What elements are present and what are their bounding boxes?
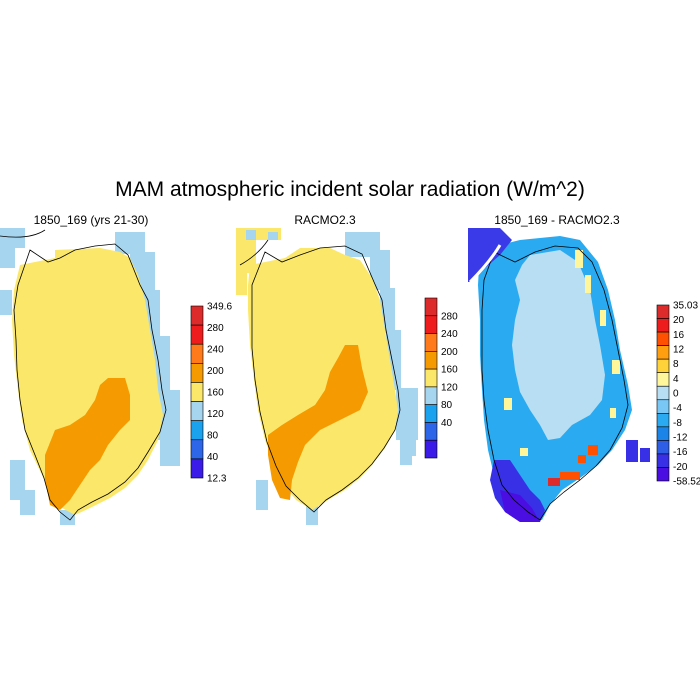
colorbar-swatch bbox=[190, 305, 204, 326]
colorbar-swatch bbox=[190, 439, 204, 460]
colorbar-tick-label: 120 bbox=[207, 409, 224, 420]
colorbar-swatch bbox=[424, 368, 438, 388]
diff-region-dark-nw bbox=[468, 228, 512, 282]
panel-title-difference: 1850_169 - RACMO2.3 bbox=[494, 213, 620, 227]
edge-cells bbox=[246, 230, 418, 525]
panel-title-racmo: RACMO2.3 bbox=[294, 213, 356, 227]
colorbar-tick-label: -58.52 bbox=[673, 477, 700, 488]
colorbar-swatch bbox=[656, 453, 670, 468]
colorbar-tick-label: 12.3 bbox=[207, 474, 227, 485]
colorbar-swatch bbox=[424, 297, 438, 317]
colorbar-swatch bbox=[656, 331, 670, 346]
panel-title-model: 1850_169 (yrs 21-30) bbox=[33, 213, 149, 227]
colorbar-swatch bbox=[190, 343, 204, 364]
colorbar-swatch bbox=[424, 422, 438, 441]
colorbar-swatch bbox=[656, 318, 670, 333]
colorbar-tick-label: 120 bbox=[441, 382, 458, 393]
colorbar-tick-label: -12 bbox=[673, 433, 688, 444]
colorbar-swatch bbox=[656, 426, 670, 441]
colorbar-swatch bbox=[190, 420, 204, 441]
colorbar-tick-label: 240 bbox=[441, 329, 458, 340]
ice-region-yellow bbox=[12, 248, 163, 515]
colorbar-tick-label: 8 bbox=[673, 359, 679, 370]
colorbar-swatch bbox=[190, 382, 204, 402]
colorbar-swatch bbox=[656, 304, 670, 319]
diff-cells-warm bbox=[560, 445, 598, 480]
coastline bbox=[13, 243, 167, 521]
colorbar-tick-label: 349.6 bbox=[207, 302, 232, 313]
colorbar-tick-label: 280 bbox=[441, 311, 458, 322]
colorbar-swatch bbox=[190, 363, 204, 383]
colorbar-swatch bbox=[656, 440, 670, 455]
colorbar-tick-label: 80 bbox=[207, 431, 219, 442]
colorbar-swatch bbox=[190, 401, 204, 421]
colorbar-swatch bbox=[424, 404, 438, 423]
ice-region-orange bbox=[268, 345, 368, 500]
colorbar-tick-label: 35.03 bbox=[673, 301, 698, 312]
colorbar-swatch bbox=[424, 439, 438, 459]
colorbar-tick-label: 16 bbox=[673, 330, 685, 341]
colorbar-tick-label: 4 bbox=[673, 374, 679, 385]
colorbar-tick-label: 240 bbox=[207, 345, 224, 356]
colorbar-tick-label: 0 bbox=[673, 389, 679, 400]
colorbar-swatch bbox=[190, 458, 204, 479]
colorbar-tick-label: 20 bbox=[673, 315, 685, 326]
coastline bbox=[481, 245, 629, 521]
colorbar-model: 349.6 280 240 200 160 120 80 40 12.3 bbox=[190, 302, 232, 485]
diff-region-light bbox=[512, 250, 605, 440]
colorbar-swatch bbox=[656, 358, 670, 373]
diff-cells-red bbox=[548, 478, 560, 486]
colorbar-swatch bbox=[424, 333, 438, 352]
map-panel-difference bbox=[468, 228, 650, 522]
colorbar-tick-label: -16 bbox=[673, 447, 688, 458]
colorbar-swatch bbox=[190, 324, 204, 345]
figure-title: MAM atmospheric incident solar radiation… bbox=[115, 178, 585, 201]
colorbar-swatch bbox=[656, 385, 670, 401]
colorbar-tick-label: -8 bbox=[673, 418, 682, 429]
colorbar-swatch bbox=[424, 386, 438, 405]
ice-region-orange bbox=[45, 378, 130, 510]
coastline bbox=[251, 245, 401, 513]
colorbar-tick-label: 160 bbox=[441, 365, 458, 376]
colorbar-tick-label: 40 bbox=[207, 452, 219, 463]
colorbar-swatch bbox=[656, 399, 670, 414]
colorbar-tick-label: 40 bbox=[441, 418, 453, 429]
colorbar-swatch bbox=[656, 467, 670, 482]
colorbar-tick-label: 160 bbox=[207, 388, 224, 399]
colorbar-tick-label: 80 bbox=[441, 400, 453, 411]
colorbar-tick-label: 12 bbox=[673, 345, 685, 356]
colorbar-swatch bbox=[656, 372, 670, 387]
colorbar-swatch bbox=[424, 351, 438, 370]
colorbar-tick-label: 280 bbox=[207, 323, 224, 334]
colorbar-swatch bbox=[656, 413, 670, 428]
colorbar-swatch bbox=[424, 315, 438, 334]
colorbar-difference: 35.03 20 16 12 8 4 0 -4 -8 -12 -16 -20 -58.52 bbox=[656, 301, 700, 488]
map-panel-model bbox=[0, 228, 180, 525]
map-panel-racmo bbox=[236, 228, 418, 525]
colorbar-racmo: 280 240 200 160 120 80 40 bbox=[424, 297, 458, 459]
colorbar-tick-label: -4 bbox=[673, 403, 682, 414]
colorbar-swatch bbox=[656, 345, 670, 360]
diff-cells-yellow bbox=[504, 250, 620, 456]
colorbar-tick-label: -20 bbox=[673, 462, 688, 473]
colorbar-tick-label: 200 bbox=[207, 366, 224, 377]
colorbar-tick-label: 200 bbox=[441, 347, 458, 358]
